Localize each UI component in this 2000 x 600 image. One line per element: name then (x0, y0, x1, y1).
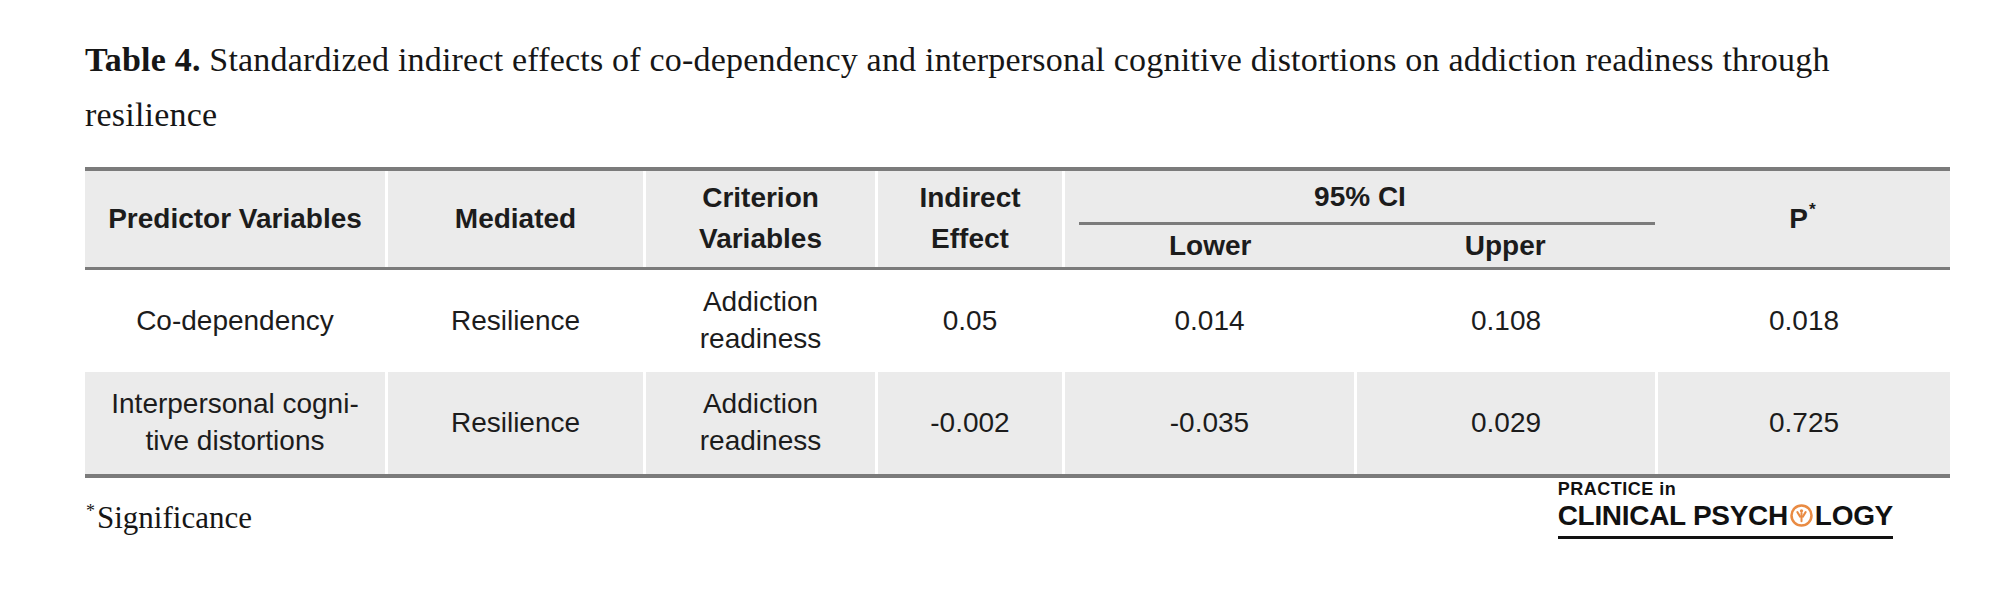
cell-p-value: 0.018 (1655, 270, 1950, 372)
significance-footnote: *Significance (85, 500, 252, 536)
cell-p-value: 0.725 (1655, 372, 1950, 474)
header-p-asterisk: * (1809, 197, 1816, 222)
journal-logo-text-right: LOGY (1815, 500, 1893, 532)
table-caption-label: Table 4. (85, 41, 201, 78)
psi-person-in-circle-icon (1789, 503, 1814, 528)
cell-predictor: Co-dependency (85, 270, 385, 372)
table-row: Co-dependency Resilience Addiction readi… (85, 270, 1950, 372)
header-ci-upper: Upper (1356, 225, 1655, 267)
cell-ci-upper: 0.108 (1354, 270, 1655, 372)
journal-logo-line2: CLINICAL PSYCH LOGY (1558, 500, 1893, 532)
cell-indirect-effect: -0.002 (875, 372, 1062, 474)
journal-logo-line1: PRACTICE in (1558, 480, 1893, 500)
table-row: Interpersonal cogni- tive distortions Re… (85, 372, 1950, 478)
cell-mediated: Resilience (385, 372, 643, 474)
cell-ci-lower: -0.035 (1062, 372, 1354, 474)
header-criterion-variables: Criterion Variables (643, 171, 875, 267)
header-ci-lower: Lower (1065, 225, 1356, 267)
results-table: Predictor Variables Mediated Criterion V… (85, 167, 1950, 478)
footnote-asterisk: * (86, 501, 95, 521)
cell-ci-lower: 0.014 (1062, 270, 1354, 372)
table-header-row: Predictor Variables Mediated Criterion V… (85, 167, 1950, 270)
header-p-value: P* (1655, 171, 1950, 267)
cell-indirect-effect: 0.05 (875, 270, 1062, 372)
header-mediated: Mediated (385, 171, 643, 267)
cell-ci-upper: 0.029 (1354, 372, 1655, 474)
journal-logo: PRACTICE in CLINICAL PSYCH LOGY (1558, 480, 1893, 539)
header-p-letter: P (1789, 199, 1808, 240)
table-caption-text: Standardized indirect effects of co-depe… (85, 41, 1830, 133)
footnote-text: Significance (97, 500, 252, 535)
cell-mediated: Resilience (385, 270, 643, 372)
cell-criterion: Addiction readiness (643, 372, 875, 474)
cell-predictor: Interpersonal cogni- tive distortions (85, 372, 385, 474)
header-ci-label: 95% CI (1065, 171, 1655, 222)
journal-logo-text-left: CLINICAL PSYCH (1558, 500, 1788, 532)
header-predictor-variables: Predictor Variables (85, 171, 385, 267)
table-caption: Table 4. Standardized indirect effects o… (85, 32, 1945, 142)
cell-criterion: Addiction readiness (643, 270, 875, 372)
header-indirect-effect: Indirect Effect (875, 171, 1062, 267)
header-ci-group: 95% CI Lower Upper (1062, 171, 1655, 267)
header-ci-sublabels: Lower Upper (1065, 225, 1655, 267)
